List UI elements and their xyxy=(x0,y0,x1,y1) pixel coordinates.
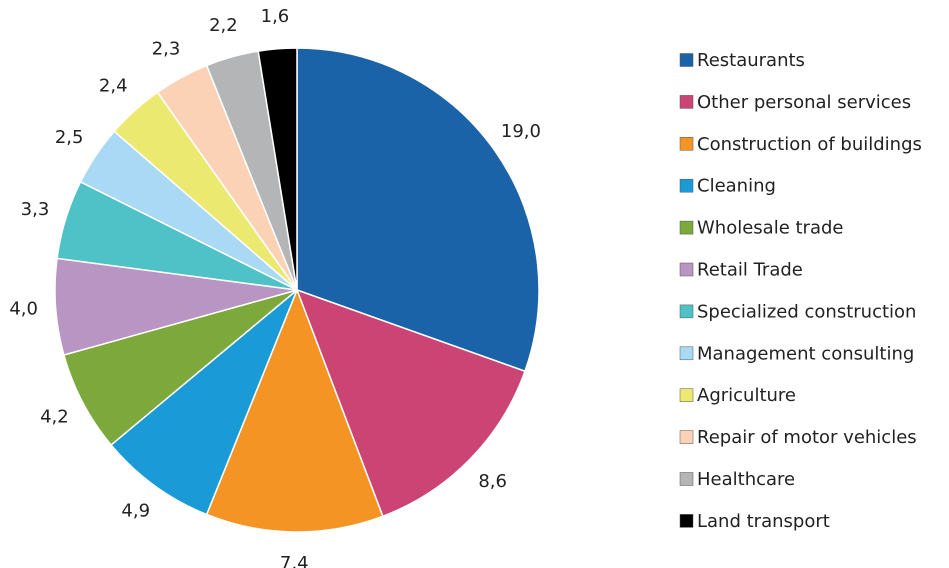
pie-slice xyxy=(205,287,384,533)
legend-swatch xyxy=(679,346,694,361)
pie-slice xyxy=(257,47,298,291)
data-label: 7,4 xyxy=(280,553,309,568)
data-label: 4,0 xyxy=(9,298,38,319)
data-label: 4,9 xyxy=(121,501,150,522)
data-label: 2,4 xyxy=(99,76,128,97)
legend-swatch xyxy=(679,95,694,109)
data-label: 8,6 xyxy=(478,471,507,492)
legend-label: Specialized construction xyxy=(697,301,916,322)
data-label: 2,3 xyxy=(152,38,181,59)
legend-swatch xyxy=(679,137,694,151)
legend-label: Cleaning xyxy=(697,176,776,197)
pie-slice xyxy=(295,288,526,518)
legend-swatch xyxy=(679,53,694,67)
data-label: 19,0 xyxy=(501,121,541,142)
data-label: 4,2 xyxy=(40,406,69,427)
legend-swatch xyxy=(679,514,694,528)
data-label: 1,6 xyxy=(261,6,290,27)
legend-swatch xyxy=(679,304,694,319)
legend-label: Wholesale trade xyxy=(697,218,844,239)
legend-label: Retail Trade xyxy=(697,260,803,281)
legend-label: Restaurants xyxy=(697,50,805,71)
legend-swatch xyxy=(679,220,694,235)
legend-label: Agriculture xyxy=(697,385,796,406)
pie-slice xyxy=(296,47,540,373)
legend-swatch xyxy=(679,472,694,486)
legend-swatch xyxy=(679,388,694,402)
legend-swatch xyxy=(679,178,694,193)
legend-label: Repair of motor vehicles xyxy=(697,427,917,448)
legend-label: Healthcare xyxy=(697,469,795,490)
data-label: 2,2 xyxy=(209,15,238,36)
legend-label: Land transport xyxy=(697,511,830,532)
data-label: 3,3 xyxy=(21,199,50,220)
data-label: 2,5 xyxy=(55,127,84,148)
legend-swatch xyxy=(679,262,694,277)
pie-slice xyxy=(110,289,298,516)
legend-label: Construction of buildings xyxy=(697,134,922,155)
legend-swatch xyxy=(679,430,694,444)
legend-label: Other personal services xyxy=(697,92,911,113)
legend-label: Management consulting xyxy=(697,343,914,364)
